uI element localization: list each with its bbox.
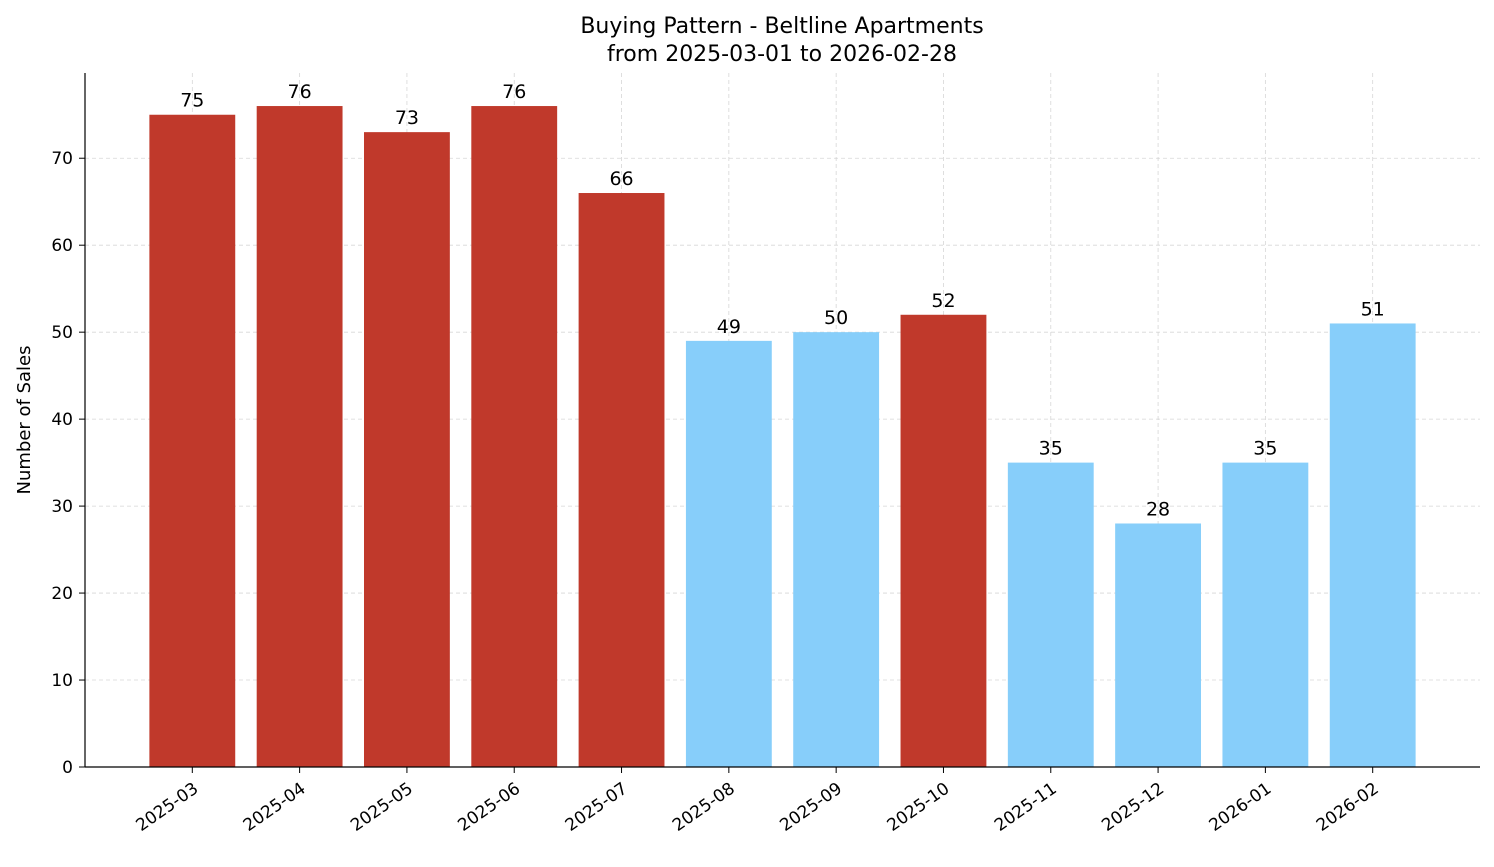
- x-tick-label: 2025-09: [776, 779, 846, 836]
- data-label: 73: [395, 107, 419, 129]
- data-label: 49: [717, 316, 741, 338]
- bar-2025-10: [900, 314, 987, 767]
- bar-2025-05: [364, 132, 450, 768]
- data-label: 76: [502, 81, 526, 103]
- bar-2025-08: [685, 340, 772, 767]
- chart-subtitle: from 2025-03-01 to 2026-02-28: [607, 42, 957, 67]
- bar-2025-07: [578, 193, 665, 768]
- data-label: 35: [1253, 438, 1277, 460]
- data-label: 76: [288, 81, 312, 103]
- x-tick-label: 2025-10: [884, 779, 954, 836]
- data-label: 75: [180, 90, 204, 112]
- y-tick-label: 70: [51, 149, 73, 169]
- data-label: 50: [824, 307, 848, 329]
- bar-2025-06: [471, 106, 558, 768]
- bar-2025-03: [149, 114, 236, 767]
- bars: [149, 106, 1416, 768]
- bar-2025-09: [793, 332, 880, 767]
- x-tick-label: 2026-01: [1206, 779, 1276, 836]
- x-tick-label: 2025-12: [1098, 779, 1168, 836]
- y-axis-label: Number of Sales: [14, 345, 35, 494]
- data-labels: 75 76 73 76 66 49 50 52 35 28 35 51: [180, 81, 1385, 520]
- x-tick-label: 2026-02: [1313, 779, 1383, 836]
- bar-2025-04: [256, 106, 343, 768]
- bar-2025-12: [1115, 523, 1201, 767]
- bar-2025-11: [1007, 462, 1094, 767]
- x-tick-label: 2025-04: [240, 779, 310, 836]
- data-label: 51: [1361, 298, 1385, 320]
- chart-title: Buying Pattern - Beltline Apartments: [580, 14, 983, 39]
- y-tick-label: 30: [51, 497, 73, 517]
- data-label: 35: [1039, 438, 1063, 460]
- bar-2026-02: [1329, 323, 1416, 767]
- y-tick-label: 20: [51, 584, 73, 604]
- x-tick-label: 2025-03: [133, 779, 203, 836]
- data-label: 28: [1146, 498, 1170, 520]
- y-tick-label: 40: [51, 410, 73, 430]
- y-tick-label: 60: [51, 236, 73, 256]
- x-tick-label: 2025-05: [347, 779, 417, 836]
- data-label: 52: [931, 290, 955, 312]
- x-tick-label: 2025-06: [454, 779, 524, 836]
- y-tick-label: 0: [62, 758, 73, 778]
- x-tick-label: 2025-11: [991, 779, 1061, 836]
- bar-2026-01: [1222, 462, 1309, 767]
- x-tick-label: 2025-07: [562, 779, 632, 836]
- y-tick-label: 10: [51, 671, 73, 691]
- y-tick-label: 50: [51, 323, 73, 343]
- x-tick-label: 2025-08: [669, 779, 739, 836]
- data-label: 66: [609, 168, 633, 190]
